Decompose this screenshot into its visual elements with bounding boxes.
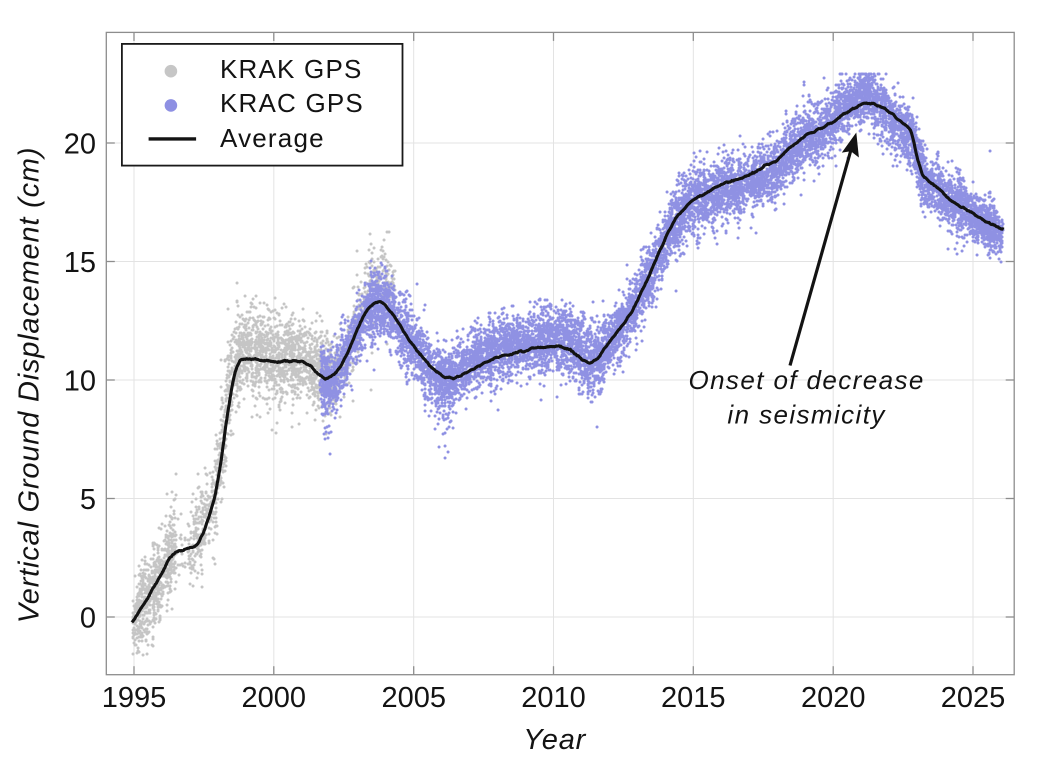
svg-text:0: 0 xyxy=(80,603,96,635)
svg-text:15: 15 xyxy=(64,247,96,279)
svg-text:2025: 2025 xyxy=(941,682,1006,714)
svg-text:Onset of decrease: Onset of decrease xyxy=(688,365,924,395)
svg-text:20: 20 xyxy=(64,129,96,161)
svg-text:1995: 1995 xyxy=(102,682,167,714)
svg-text:in seismicity: in seismicity xyxy=(727,399,886,429)
svg-text:5: 5 xyxy=(80,484,96,516)
svg-text:2000: 2000 xyxy=(242,682,307,714)
svg-text:2005: 2005 xyxy=(381,682,446,714)
svg-text:2020: 2020 xyxy=(801,682,866,714)
svg-text:KRAC GPS: KRAC GPS xyxy=(220,88,364,118)
svg-text:2015: 2015 xyxy=(661,682,726,714)
svg-text:10: 10 xyxy=(64,366,96,398)
svg-text:KRAK GPS: KRAK GPS xyxy=(220,54,363,84)
svg-text:2010: 2010 xyxy=(521,682,586,714)
svg-text:Vertical Ground Displacement (: Vertical Ground Displacement (cm) xyxy=(14,147,46,624)
svg-text:Year: Year xyxy=(523,724,586,756)
svg-text:Average: Average xyxy=(220,123,325,153)
